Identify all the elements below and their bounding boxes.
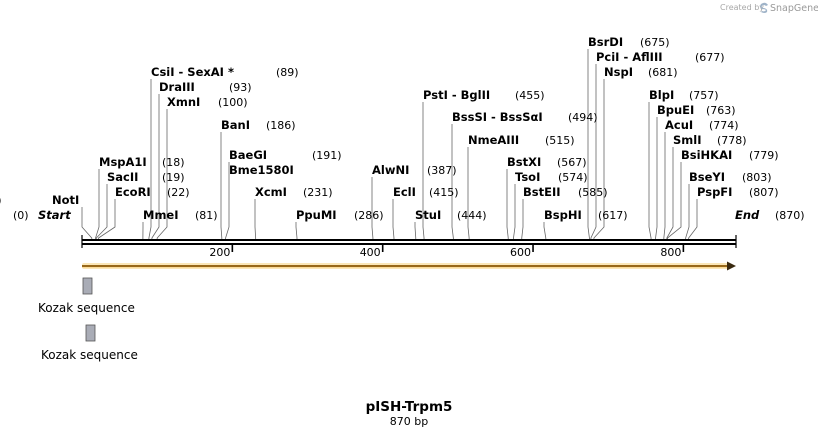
site-leader-line [392,199,395,239]
ruler-ticks: 200 400 600 800 [209,245,685,259]
site-leader-line [225,162,230,239]
restriction-site-label[interactable]: XcmI (231) [255,185,333,199]
site-leader-line [98,199,116,239]
restriction-site-label[interactable]: StuI (444) [415,208,487,222]
site-leader-line [371,177,374,239]
site-leader-line [513,184,516,239]
site-leader-line [81,207,93,239]
restriction-site-label[interactable]: BlpI (757) [649,88,719,102]
restriction-site-label[interactable]: CsiI - SexAI * (89) [151,65,299,79]
site-leader-line [151,94,160,239]
restriction-site-label[interactable]: BsrDI (675) [588,35,670,49]
site-labels: (13)NotI MspA1I(18)SacII(19)EcoRI(22) MmeI… [0,35,779,222]
credit-brand: SnapGene [770,3,818,14]
restriction-site-label[interactable]: PpuMI (286) [296,208,384,222]
feature-box[interactable] [82,277,93,295]
site-leader-line [95,184,108,239]
start-position: (0) [13,209,29,222]
feature-arrow[interactable] [82,261,736,271]
ruler-tick-label: 600 [510,246,531,259]
ruler-tick-label: 800 [660,246,681,259]
restriction-site-label[interactable]: BseYI (803) [689,170,772,184]
feature-label: Kozak sequence [38,301,135,315]
feature-label: Kozak sequence [41,348,138,362]
feature-box[interactable] [85,324,96,342]
site-leader-line [95,169,100,239]
restriction-site-label[interactable]: EcoRI (22) [115,185,190,199]
site-leader-line [422,102,425,239]
site-leader-line [467,147,470,239]
restriction-site-label[interactable]: AlwNI (387) [372,163,457,177]
restriction-site-label[interactable]: EclI (415) [393,185,459,199]
restriction-site-label[interactable]: PstI - BglII (455) [423,88,545,102]
restriction-site-label[interactable]: NspI (681) [604,65,678,79]
site-leader-line [590,64,597,239]
site-leader-line [254,199,257,239]
site-leader-line [667,162,682,239]
restriction-site-label[interactable]: BaeGI (191) [229,148,342,162]
end-label: End [735,208,760,222]
map-title: pISH-Trpm5 [366,399,453,415]
credit-prefix: Created by [720,3,764,12]
restriction-site-label[interactable]: SacII (19) [107,170,185,184]
restriction-site-label[interactable]: PciI - AflIII (677) [596,50,725,64]
site-leader-line [156,109,168,239]
restriction-site-label[interactable]: TsoI (574) [515,170,588,184]
end-position: (870) [775,209,805,222]
restriction-site-label[interactable]: BstEII (585) [523,185,608,199]
site-leader-line [148,79,152,239]
sequence-backbone [81,235,737,248]
site-leader-line [543,222,547,239]
site-leader-line [655,117,658,239]
restriction-site-label[interactable]: (13)NotI [0,193,79,207]
site-leader-line [506,169,509,239]
ruler-tick-label: 400 [360,246,381,259]
site-leader-line [587,49,590,239]
restriction-site-label[interactable]: AcuI (774) [665,118,739,132]
site-leader-line [688,199,698,239]
restriction-site-label[interactable]: SmlI (778) [673,133,747,147]
site-leaders [81,49,698,239]
restriction-site-label[interactable]: PspFI (807) [697,185,779,199]
site-leader-line [666,147,674,239]
site-leader-line [685,184,690,239]
restriction-site-label[interactable]: BpuEI (763) [657,103,736,117]
site-leader-line [521,199,524,239]
site-leader-line [414,222,417,239]
restriction-site-label[interactable]: BsiHKAI (779) [681,148,779,162]
site-leader-line [220,132,223,239]
site-leader-line [295,222,298,239]
restriction-site-label[interactable]: BanI (186) [221,118,296,132]
restriction-site-label[interactable]: XmnI (100) [167,95,248,109]
site-leader-line [593,79,605,239]
restriction-site-label[interactable]: NmeAIII (515) [468,133,575,147]
ruler-tick-label: 200 [209,246,230,259]
restriction-site-label[interactable]: BspHI (617) [544,208,628,222]
restriction-site-label[interactable]: Bme1580I [229,163,294,177]
site-leader-line [663,132,666,239]
restriction-site-label[interactable]: MmeI (81) [143,208,218,222]
map-length: 870 bp [390,415,428,428]
site-leader-line [648,102,652,239]
snapgene-logo-icon [760,2,768,13]
restriction-site-label[interactable]: DraIII (93) [159,80,252,94]
restriction-site-label[interactable]: BstXI (567) [507,155,587,169]
start-label: Start [38,208,71,222]
site-leader-line [451,124,454,239]
restriction-site-label[interactable]: MspA1I (18) [99,155,185,169]
restriction-site-label[interactable]: BssSI - BssSαI (494) [452,110,598,124]
